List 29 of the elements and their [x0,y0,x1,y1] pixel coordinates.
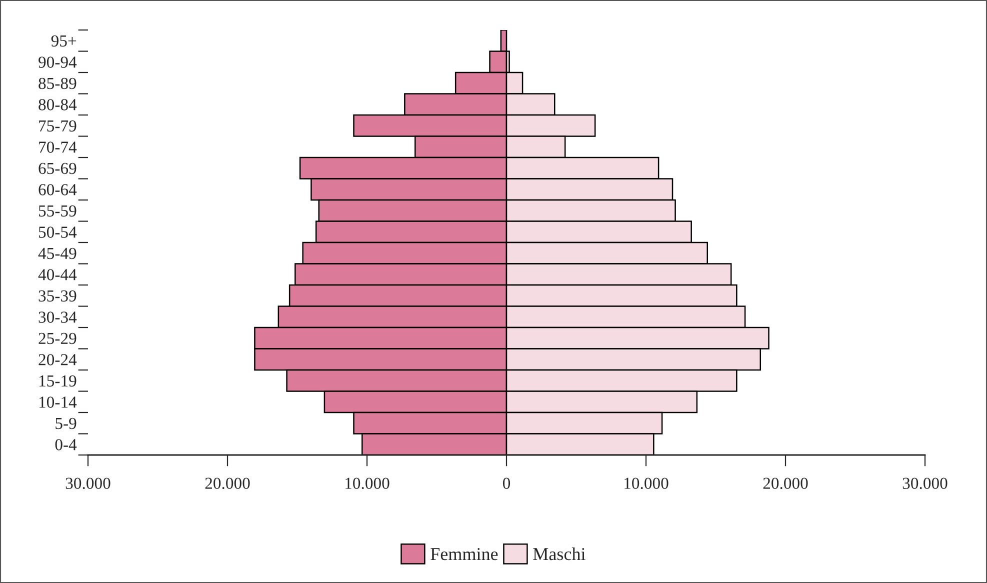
y-tick-label: 45-49 [38,248,76,260]
y-tick-label: 80-84 [38,99,77,110]
y-tick-label: 40-44 [38,269,77,280]
legend-label: Femmine [430,548,498,560]
x-tick-label: 20.000 [205,478,250,490]
y-tick-label: 20-24 [38,354,77,366]
y-tick-label: 5-9 [56,418,76,430]
y-tick-label: 85-89 [38,78,76,90]
x-tick-label: 20.000 [763,478,808,490]
y-tick-label: 50-54 [38,226,77,238]
y-tick-label: 55-59 [38,205,76,217]
x-tick-label: 0 [502,478,510,489]
x-tick-label: 10.000 [624,478,668,490]
y-tick-label: 65-69 [38,162,76,174]
y-tick-label: 90-94 [38,56,77,68]
y-tick-label: 30-34 [38,312,77,323]
y-tick-label: 60-64 [38,184,77,196]
y-tick-label: 35-39 [38,290,76,302]
legend-label: Maschi [533,547,586,560]
y-tick-label: 10-14 [39,396,77,408]
y-tick-label: 15-19 [39,375,76,387]
y-tick-label: 75-79 [39,120,76,132]
y-tick-label: 25-29 [38,332,76,344]
y-tick-label: 95+ [51,35,76,47]
x-tick-label: 10.000 [346,478,390,490]
y-tick-label: 0-4 [55,439,77,450]
x-tick-label: 30.000 [902,478,948,490]
x-tick-label: 30.000 [66,478,110,490]
y-tick-label: 70-74 [39,142,77,153]
